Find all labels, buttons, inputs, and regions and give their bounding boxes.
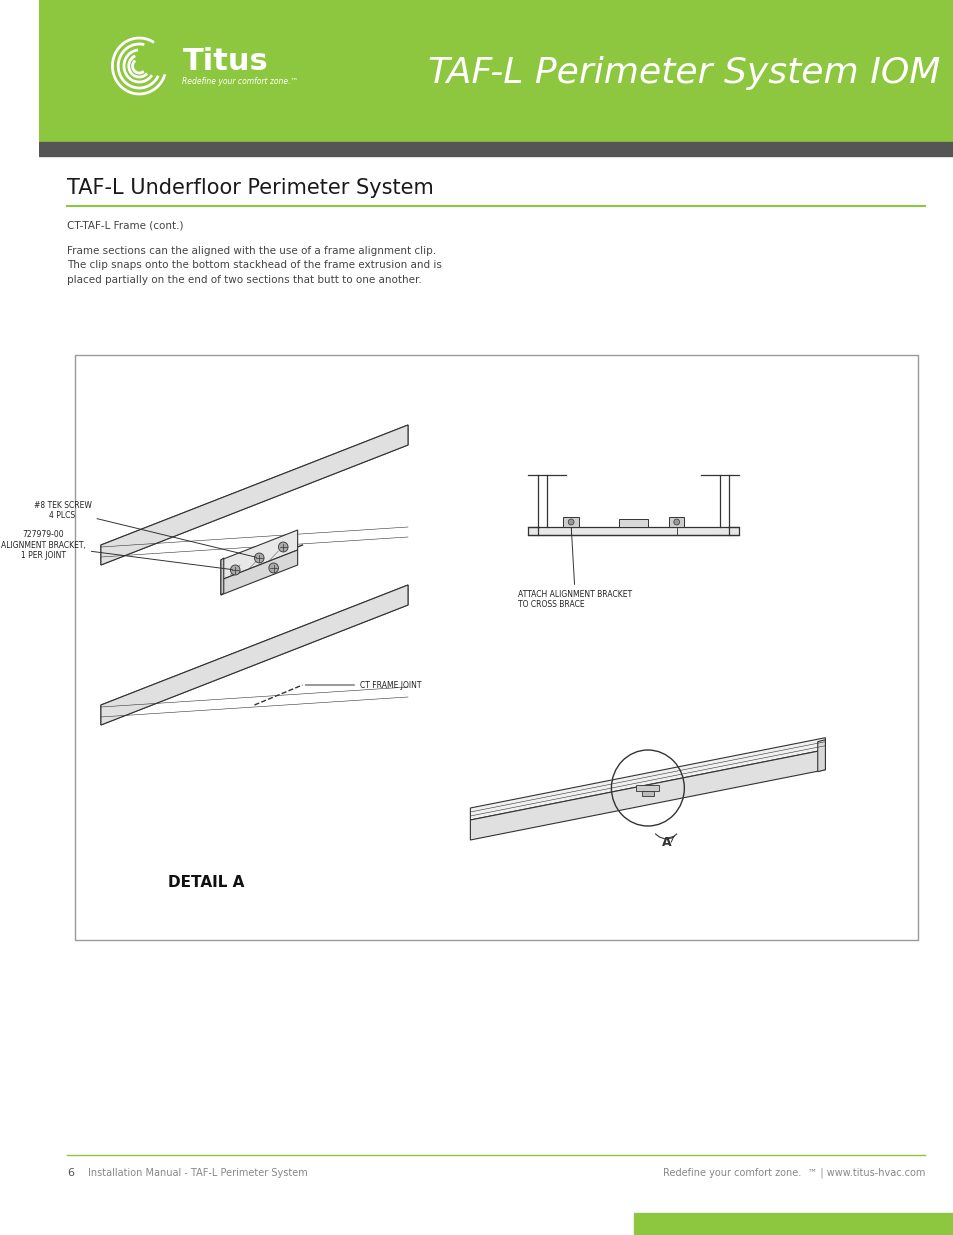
Text: CT FRAME JOINT: CT FRAME JOINT [305, 680, 421, 689]
Polygon shape [470, 750, 824, 840]
Bar [38, 142, 953, 156]
Bar [668, 517, 683, 527]
Text: DETAIL A: DETAIL A [168, 876, 244, 890]
Circle shape [278, 542, 288, 552]
Text: Redefine your comfort zone.™: Redefine your comfort zone.™ [182, 78, 298, 86]
Text: CT-TAF-L Frame (cont.): CT-TAF-L Frame (cont.) [68, 221, 184, 231]
Circle shape [568, 519, 574, 525]
Polygon shape [221, 530, 297, 580]
Text: Titus: Titus [182, 47, 268, 75]
Polygon shape [817, 740, 824, 772]
Text: ATTACH ALIGNMENT BRACKET
TO CROSS BRACE: ATTACH ALIGNMENT BRACKET TO CROSS BRACE [517, 527, 632, 609]
Bar [527, 527, 739, 535]
Polygon shape [221, 558, 224, 595]
Polygon shape [221, 550, 297, 595]
Text: Installation Manual - TAF-L Perimeter System: Installation Manual - TAF-L Perimeter Sy… [89, 1168, 308, 1178]
Bar [75, 354, 917, 940]
Text: 6: 6 [68, 1168, 74, 1178]
Text: TAF-L Underfloor Perimeter System: TAF-L Underfloor Perimeter System [68, 178, 434, 198]
Bar [641, 790, 653, 797]
Text: TAF-L Perimeter System IOM: TAF-L Perimeter System IOM [428, 56, 940, 90]
Bar [38, 0, 953, 142]
Text: A: A [661, 836, 671, 848]
Polygon shape [101, 585, 408, 725]
Text: Frame sections can the aligned with the use of a frame alignment clip.
The clip : Frame sections can the aligned with the … [68, 246, 442, 285]
Text: #8 TEK SCREW
4 PLCS: #8 TEK SCREW 4 PLCS [33, 500, 256, 557]
Bar [618, 519, 647, 527]
Polygon shape [101, 425, 408, 564]
Circle shape [231, 564, 240, 576]
Text: 727979-00
ALIGNMENT BRACKET,
1 PER JOINT: 727979-00 ALIGNMENT BRACKET, 1 PER JOINT [1, 530, 233, 569]
Circle shape [254, 553, 264, 563]
Circle shape [673, 519, 679, 525]
Polygon shape [101, 585, 408, 725]
Circle shape [269, 563, 278, 573]
Polygon shape [101, 425, 408, 564]
Polygon shape [470, 737, 824, 820]
Bar [563, 517, 578, 527]
Text: Redefine your comfort zone.  ™ | www.titus-hvac.com: Redefine your comfort zone. ™ | www.titu… [662, 1168, 924, 1178]
Bar [636, 785, 659, 790]
Bar [633, 1213, 953, 1235]
